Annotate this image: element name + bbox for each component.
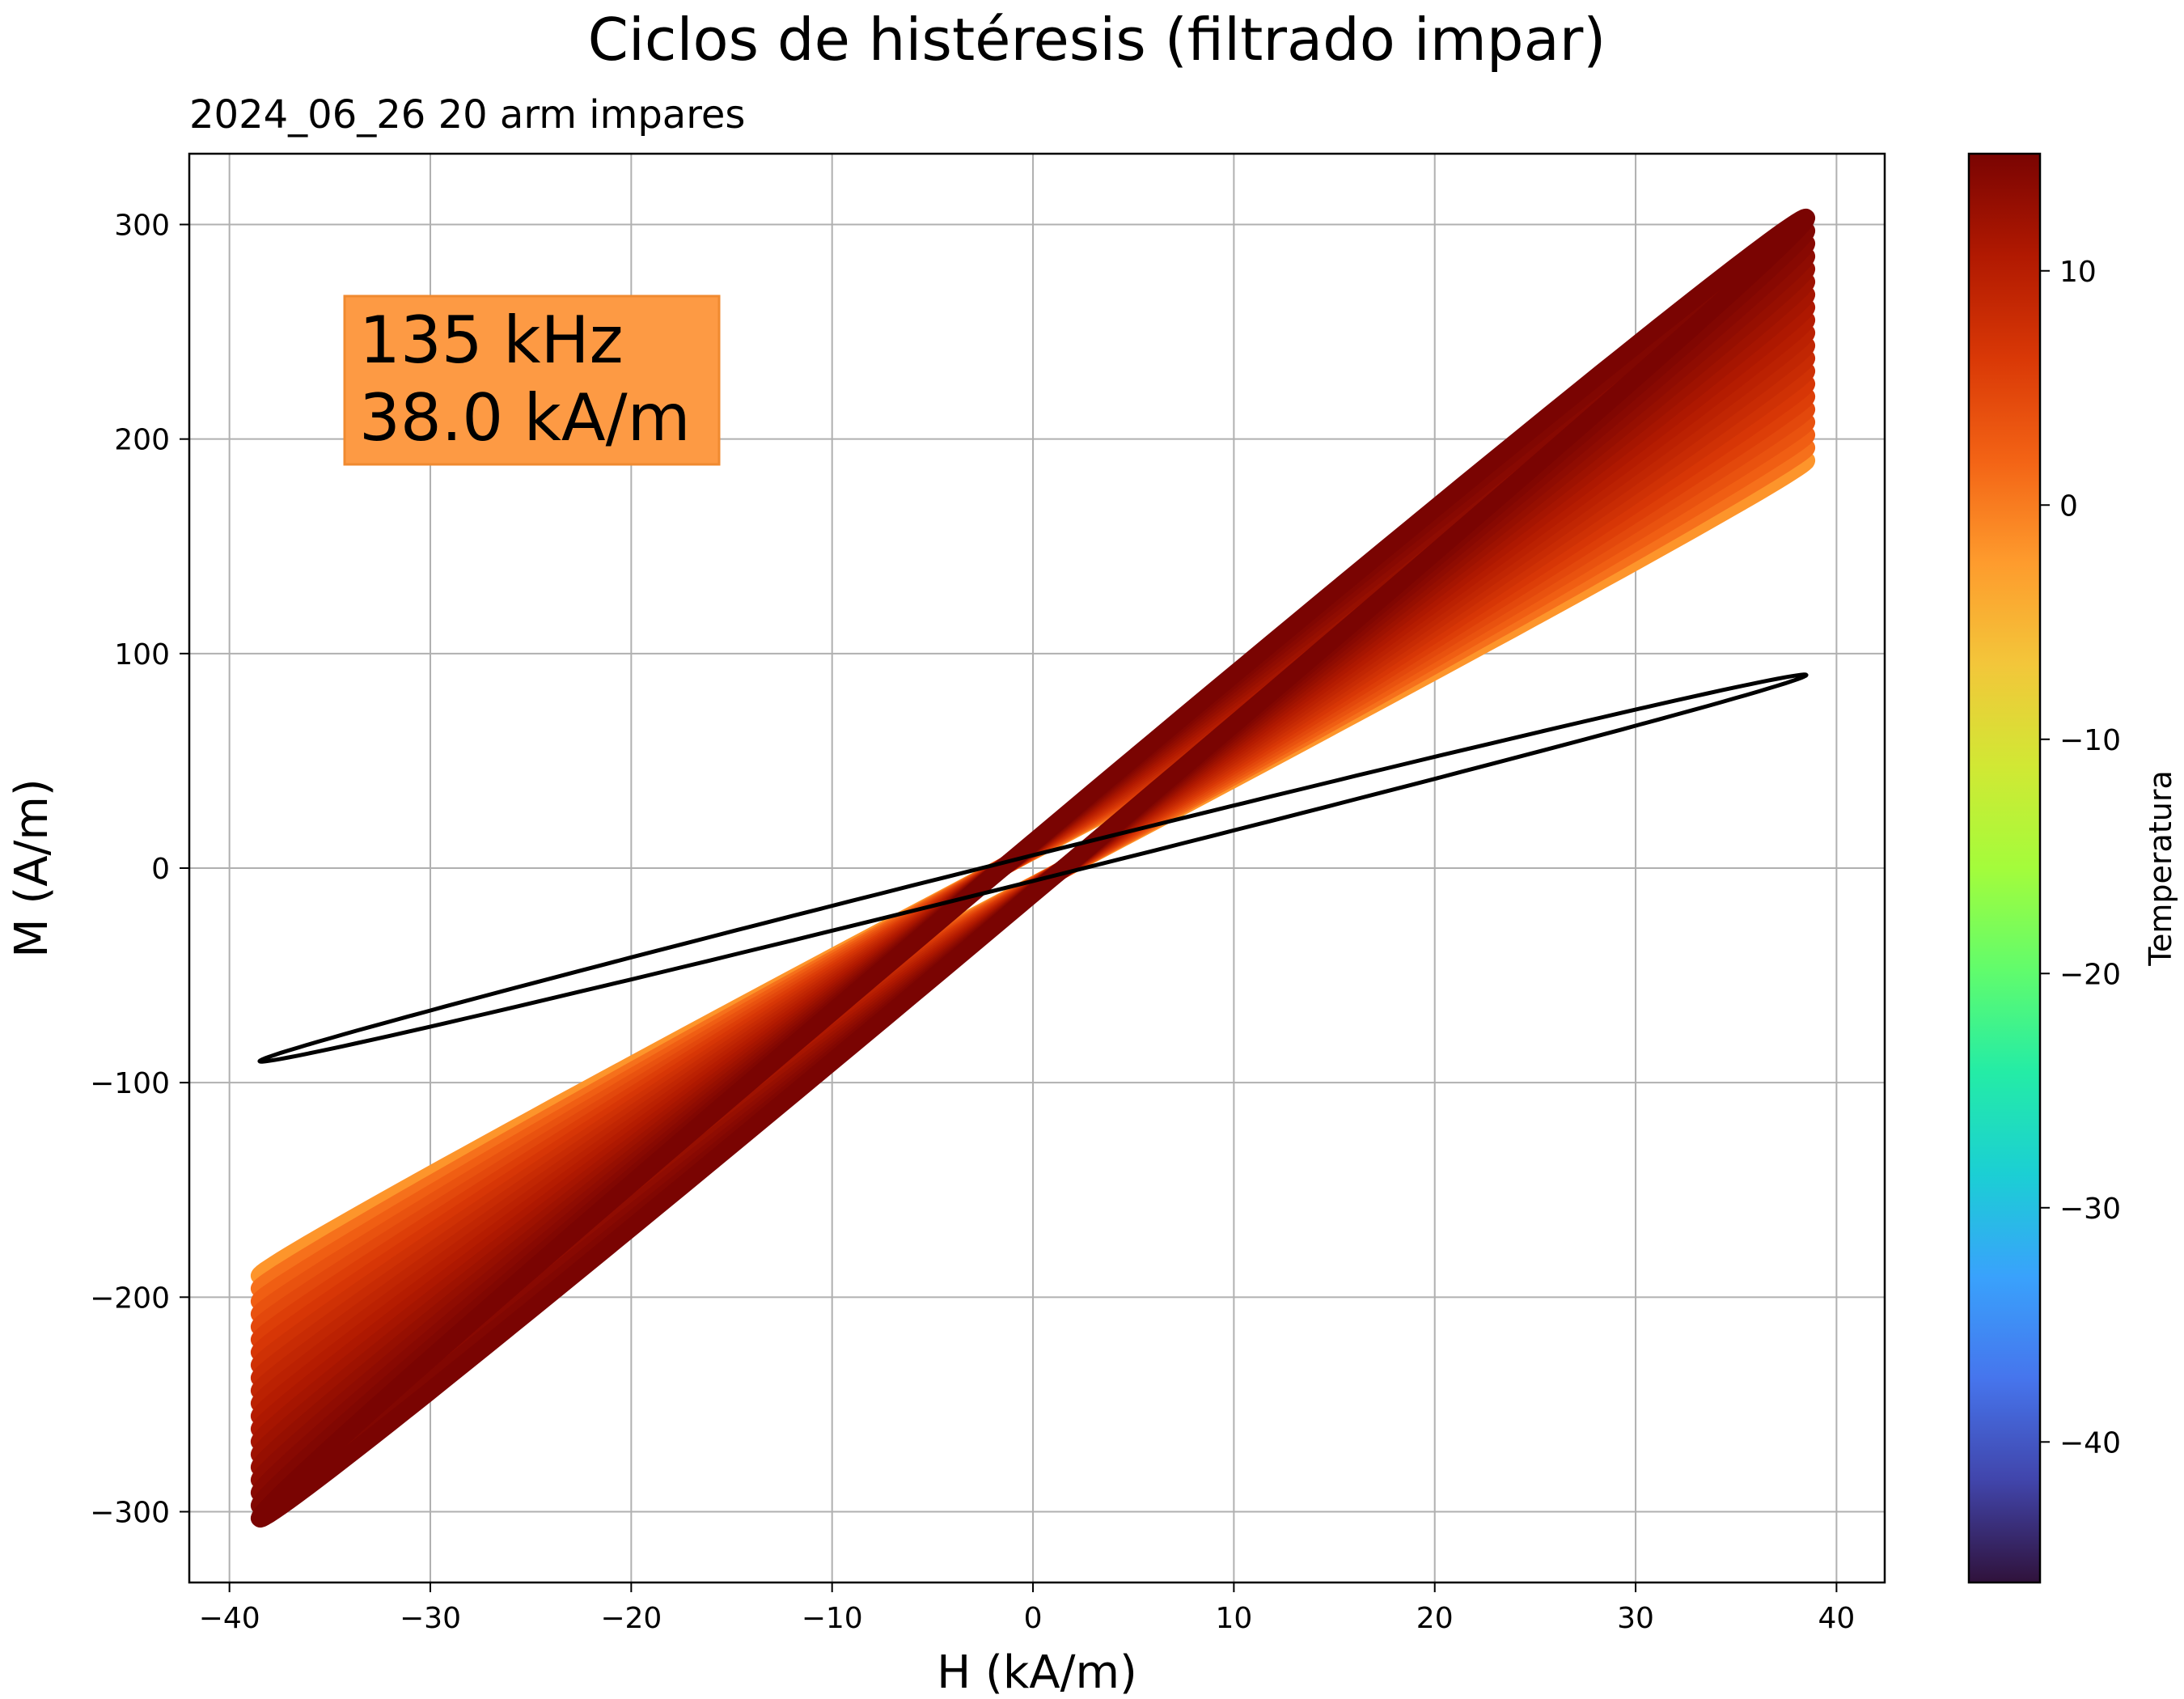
y-tick-label: −100 xyxy=(90,1067,170,1100)
colorbar-tick-label: −30 xyxy=(2059,1193,2121,1226)
x-tick-label: −20 xyxy=(600,1602,662,1635)
colorbar-tick-label: 0 xyxy=(2059,489,2078,523)
y-tick-label: 200 xyxy=(114,424,170,457)
colorbar-ticks: 10 0 −10 −20 −30 −40 xyxy=(2040,256,2121,1460)
colorbar-tick-label: −40 xyxy=(2059,1426,2121,1460)
temperature-cycles xyxy=(250,208,1816,1528)
x-tick-label: 10 xyxy=(1215,1602,1252,1635)
annotation-field: 38.0 kA/m xyxy=(359,380,691,455)
reference-cycle xyxy=(257,672,1809,1064)
annotation-rect xyxy=(343,294,721,466)
x-tick-label: 20 xyxy=(1416,1602,1454,1635)
x-axis-label: H (kA/m) xyxy=(937,1646,1137,1699)
x-axis-ticks: −40 −30 −20 −10 0 10 20 30 40 xyxy=(199,1582,1855,1635)
y-tick-label: −300 xyxy=(90,1496,170,1529)
x-tick-label: 30 xyxy=(1617,1602,1654,1635)
annotation-box: 135 kHz 38.0 kA/m xyxy=(343,294,721,466)
y-tick-label: 0 xyxy=(151,853,170,886)
temperature-cycle-line xyxy=(250,208,1816,1528)
y-axis-ticks: −300 −200 −100 0 100 200 300 xyxy=(90,210,189,1529)
y-tick-label: −200 xyxy=(90,1282,170,1315)
x-tick-label: −10 xyxy=(802,1602,863,1635)
annotation-frequency: 135 kHz xyxy=(359,303,624,378)
chart-title: Ciclos de histéresis (filtrado impar) xyxy=(588,6,1606,74)
x-tick-label: −40 xyxy=(199,1602,260,1635)
x-tick-label: 40 xyxy=(1818,1602,1855,1635)
colorbar-tick-label: 10 xyxy=(2059,256,2097,289)
reference-cycle-line xyxy=(257,672,1809,1064)
y-tick-label: 300 xyxy=(114,210,170,243)
x-tick-label: −30 xyxy=(400,1602,461,1635)
x-tick-label: 0 xyxy=(1024,1602,1043,1635)
colorbar-label: Temperatura xyxy=(2143,770,2178,966)
colorbar-tick-label: −10 xyxy=(2059,724,2121,757)
y-tick-label: 100 xyxy=(114,638,170,672)
colorbar-tick-label: −20 xyxy=(2059,958,2121,991)
chart-subtitle: 2024_06_26 20 arm impares xyxy=(189,92,745,138)
colorbar xyxy=(1967,152,2042,1584)
y-axis-label: M (A/m) xyxy=(6,778,58,958)
